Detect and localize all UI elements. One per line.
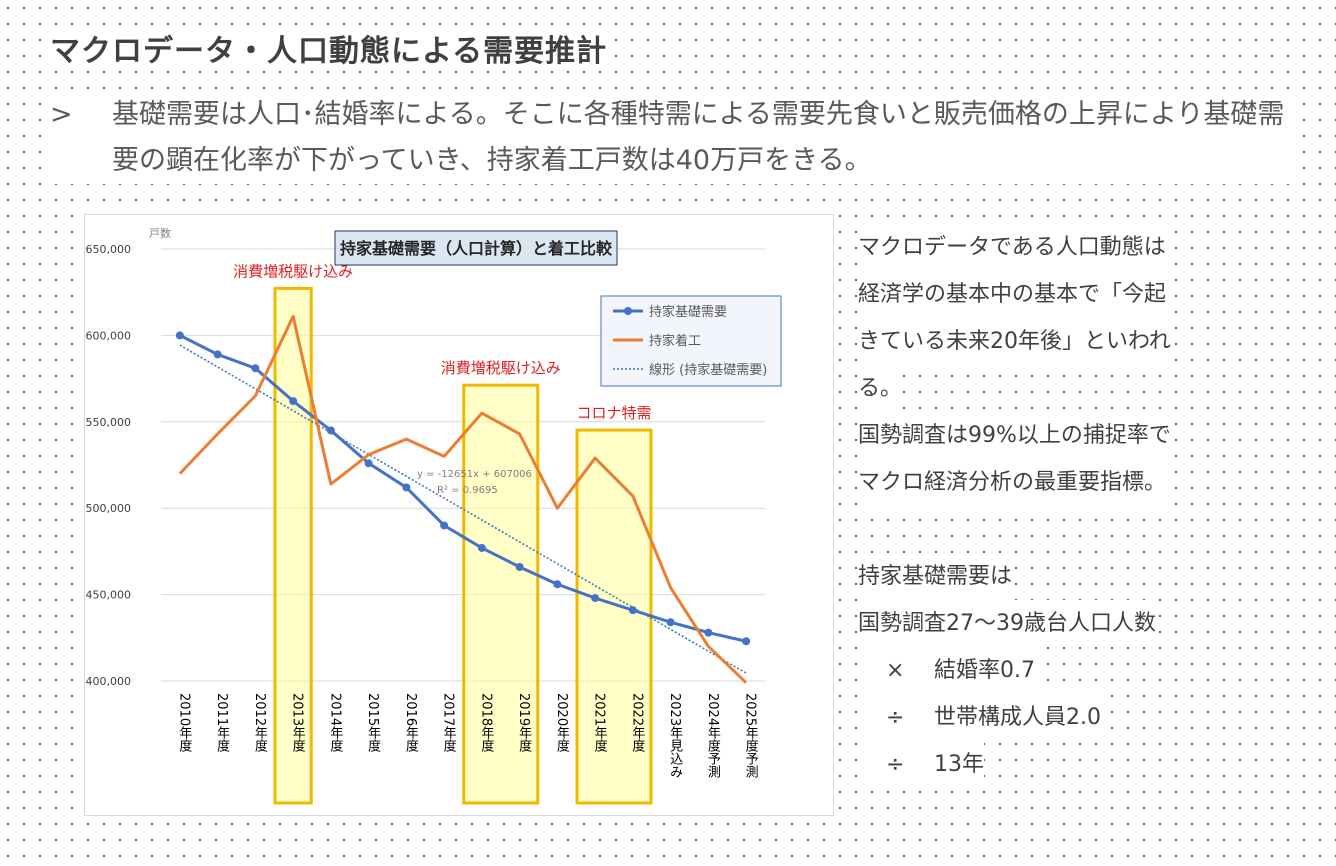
explanation-line: る。 (858, 365, 903, 412)
y-tick-label: 550,000 (86, 416, 132, 429)
highlight-label: 消費増税駆け込み (441, 359, 561, 377)
formula-operator: × (886, 658, 905, 683)
demand-data-point (213, 350, 222, 359)
line-chart: 400,000 450,000 500,000 550,000 600,000 650,0… (86, 227, 782, 805)
y-axis-label: 戸数 (149, 227, 171, 240)
explanation-line: 持家基礎需要は (858, 553, 1013, 600)
x-tick-label: 2023年見込み (667, 693, 683, 779)
demand-data-point (289, 397, 298, 406)
trendline-equation: y = -12651x + 607006 (417, 469, 532, 480)
explanation-line: 国勢調査は99%以上の捕捉率で (858, 412, 1171, 459)
demand-series-line (179, 334, 747, 643)
y-tick-label: 450,000 (86, 589, 132, 602)
demand-data-point (591, 594, 600, 603)
legend-label: 線形 (持家基礎需要) (649, 362, 767, 378)
legend-label: 持家着工 (649, 333, 701, 349)
explanation-line: マクロデータである人口動態は (858, 224, 1166, 271)
demand-data-point (666, 618, 675, 627)
formula-text: 世帯構成人員2.0 (934, 705, 1101, 730)
demand-data-point (477, 543, 486, 552)
formula-text: 13年 (934, 752, 984, 777)
y-tick-label: 650,000 (86, 243, 132, 256)
demand-data-point (704, 628, 713, 637)
explanation-line: マクロ経済分析の最重要指標。 (858, 459, 1167, 506)
x-tick-label: 2020年度 (554, 693, 570, 753)
x-tick-label: 2022年度 (629, 693, 645, 753)
demand-data-point (326, 426, 335, 435)
x-tick-label: 2018年度 (478, 693, 494, 753)
y-tick-label: 400,000 (86, 675, 132, 688)
demand-data-point (628, 606, 637, 615)
demand-data-point (251, 364, 260, 373)
y-tick-label: 600,000 (86, 329, 132, 342)
legend-marker (624, 307, 632, 315)
formula-operator: ÷ (886, 705, 905, 730)
formula-line: ÷ 13年 (858, 741, 984, 788)
chart-title-box (334, 230, 618, 266)
x-tick-label: 2016年度 (403, 693, 419, 753)
x-tick-label: 2010年度 (176, 693, 192, 753)
page-title: マクロデータ・人口動態による需要推計 (46, 26, 612, 70)
x-tick-label: 2013年度 (290, 693, 306, 753)
x-tick-label: 2021年度 (592, 693, 608, 753)
explanation-line: 経済学の基本中の基本で「今起 (858, 271, 1167, 318)
highlight-label: コロナ特需 (576, 404, 651, 422)
x-tick-label: 2019年度 (516, 693, 532, 753)
chart-area: 400,000 450,000 500,000 550,000 600,000 650,0… (84, 214, 834, 816)
x-tick-label: 2015年度 (365, 693, 381, 753)
formula-line: ÷ 世帯構成人員2.0 (858, 694, 1101, 741)
x-tick-label: 2011年度 (214, 693, 230, 753)
demand-data-point (440, 521, 449, 530)
x-tick-label: 2017年度 (441, 693, 457, 753)
legend-label: 持家基礎需要 (649, 304, 727, 320)
trendline-r2: R² = 0.9695 (437, 485, 498, 496)
formula-line: × 結婚率0.7 (858, 647, 1035, 694)
x-tick-label: 2025年度予測 (743, 693, 759, 779)
bullet-text: 基礎需要は人口･結婚率による。そこに各種特需による需要先食いと販売価格の上昇によ… (112, 99, 1285, 176)
starts-series-line (178, 314, 748, 684)
explanation-panel: マクロデータである人口動態は 経済学の基本中の基本で「今起 きている未来20年後… (858, 224, 1238, 788)
bullet-mark: > (50, 99, 73, 130)
x-tick-label: 2014年度 (327, 693, 343, 753)
bullet-point: > 基礎需要は人口･結婚率による。そこに各種特需による需要先食いと販売価格の上昇… (50, 92, 1290, 184)
chart-title: 持家基礎需要（人口計算）と着工比較 (340, 239, 613, 258)
explanation-line: 国勢調査27～39歳台人口人数 (858, 600, 1156, 647)
highlight-label: 消費増税駆け込み (233, 262, 353, 280)
demand-data-point (364, 459, 373, 468)
demand-data-point (515, 562, 524, 571)
y-tick-label: 500,000 (86, 502, 132, 515)
highlight-box (575, 428, 653, 805)
formula-operator: ÷ (886, 752, 905, 777)
x-tick-label: 2024年度予測 (705, 693, 721, 779)
demand-data-point (742, 637, 751, 646)
demand-data-point (175, 331, 184, 340)
trendline (179, 344, 747, 674)
demand-data-point (553, 580, 562, 589)
demand-data-point (402, 483, 411, 492)
highlight-box (462, 383, 540, 805)
explanation-line: きている未来20年後」といわれ (858, 318, 1171, 365)
formula-text: 結婚率0.7 (934, 658, 1035, 683)
spacer-line (858, 506, 865, 553)
x-tick-label: 2012年度 (252, 693, 268, 753)
